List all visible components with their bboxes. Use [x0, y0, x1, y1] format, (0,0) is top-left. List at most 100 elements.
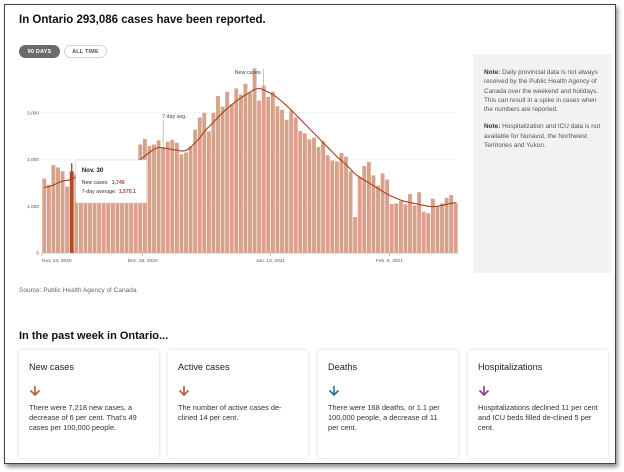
bar — [202, 112, 207, 253]
note-daily-data: Note: Daily provincial data is not alway… — [484, 68, 601, 114]
tooltip-date: Nov. 30 — [82, 167, 104, 174]
page-frame: In Ontario 293,086 cases have been repor… — [4, 4, 616, 464]
bar — [184, 152, 188, 253]
card-body: There were 168 deaths, or 1.1 per 100,00… — [328, 403, 440, 433]
bar — [248, 92, 252, 254]
bar — [312, 137, 316, 253]
bar — [115, 164, 120, 253]
cases-chart: 0 1,000 2,000 3,000 Nov. 24, 2020 Dec. 16, 20… — [27, 68, 458, 264]
bar — [179, 154, 184, 253]
card-title: New cases — [29, 362, 74, 372]
card-title: Active cases — [178, 362, 230, 372]
bar — [302, 133, 307, 253]
bar — [376, 185, 380, 253]
x-tick-label: Nov. 24, 2020 — [42, 258, 72, 264]
bar — [211, 112, 216, 253]
week-section-title: In the past week in Ontario... — [19, 330, 169, 342]
bar — [161, 147, 166, 253]
card-body: Hospitalizations declined 11 per cent an… — [478, 403, 598, 433]
arrow-down-icon — [29, 384, 149, 397]
bar — [371, 175, 376, 253]
bar — [266, 96, 271, 253]
bar — [97, 168, 102, 253]
card-hospitalizations: Hospitalizations Hospitalizations declin… — [468, 350, 608, 458]
bar — [147, 145, 152, 253]
arrow-down-icon — [478, 384, 598, 397]
bar — [188, 146, 193, 253]
y-tick-label: 2,000 — [27, 157, 39, 163]
bar — [403, 204, 408, 253]
bar — [257, 100, 262, 253]
bar — [357, 176, 362, 253]
arrow-down-icon — [328, 384, 448, 397]
tooltip-new-cases-label: New cases: — [82, 180, 109, 186]
chart-source: Source: Public Health Agency of Canada. — [19, 287, 139, 294]
bar — [56, 167, 60, 253]
card-active-cases: Active cases The number of active cases … — [168, 350, 308, 458]
bar — [92, 165, 97, 253]
bar — [293, 117, 298, 253]
tooltip-new-cases: 1,746 — [112, 180, 125, 186]
bar — [426, 213, 431, 253]
arrow-down-icon — [178, 384, 298, 397]
bar — [106, 175, 111, 253]
bar — [449, 195, 454, 253]
note-text: Daily provincial data is not always rece… — [484, 69, 599, 114]
bar — [110, 170, 115, 253]
y-tick-label: 0 — [36, 251, 39, 257]
bar — [353, 217, 358, 253]
card-body: There were 7,218 new cases, a decrease o… — [29, 403, 137, 433]
bar — [435, 206, 440, 253]
bar — [193, 129, 198, 253]
bar — [174, 142, 179, 253]
bar — [133, 166, 138, 253]
bar — [270, 91, 275, 254]
bar — [408, 194, 412, 253]
bar — [289, 110, 294, 253]
bar — [65, 186, 70, 253]
note-text: Hospitalization and ICU data is not avai… — [484, 123, 601, 149]
bar — [46, 184, 51, 253]
bar — [51, 165, 56, 253]
bar — [275, 106, 280, 253]
x-tick-label: Feb. 8, 2021 — [376, 258, 403, 264]
bar — [366, 161, 371, 253]
tooltip-box — [75, 159, 147, 204]
bar — [220, 106, 225, 253]
toggle-90-days[interactable]: 90 DAYS — [19, 45, 60, 58]
bar — [74, 173, 79, 253]
tooltip-avg-label: 7-day average: — [82, 189, 117, 195]
note-hospitalization: Note: Hospitalization and ICU data is no… — [484, 122, 601, 150]
bar — [453, 202, 458, 253]
bar — [421, 211, 426, 253]
bar — [334, 161, 339, 253]
toggle-all-time[interactable]: ALL TIME — [64, 45, 107, 58]
bar — [243, 83, 248, 253]
bar — [170, 139, 175, 253]
bar — [78, 174, 83, 253]
bar — [307, 139, 312, 253]
bar — [325, 155, 330, 253]
y-tick-label: 3,000 — [27, 110, 39, 116]
bar — [298, 130, 303, 253]
bar — [321, 141, 326, 253]
bar — [417, 192, 422, 253]
card-body: The number of active cases de-clined 14 … — [178, 403, 282, 423]
bar — [101, 172, 106, 253]
bar — [380, 173, 385, 253]
bar — [385, 179, 390, 253]
bar — [398, 201, 403, 253]
bar — [412, 205, 417, 253]
bar — [216, 95, 220, 253]
bar — [234, 88, 239, 253]
bar — [124, 160, 129, 253]
bar — [280, 109, 284, 253]
bar — [225, 91, 230, 254]
bar — [88, 166, 92, 253]
bar — [152, 144, 156, 253]
annotation-new-cases: New cases — [235, 70, 261, 76]
card-deaths: Deaths There were 168 deaths, or 1.1 per… — [318, 350, 458, 458]
bar — [430, 198, 435, 253]
bar — [339, 152, 344, 253]
x-tick-label: Dec. 16, 2020 — [128, 258, 158, 264]
